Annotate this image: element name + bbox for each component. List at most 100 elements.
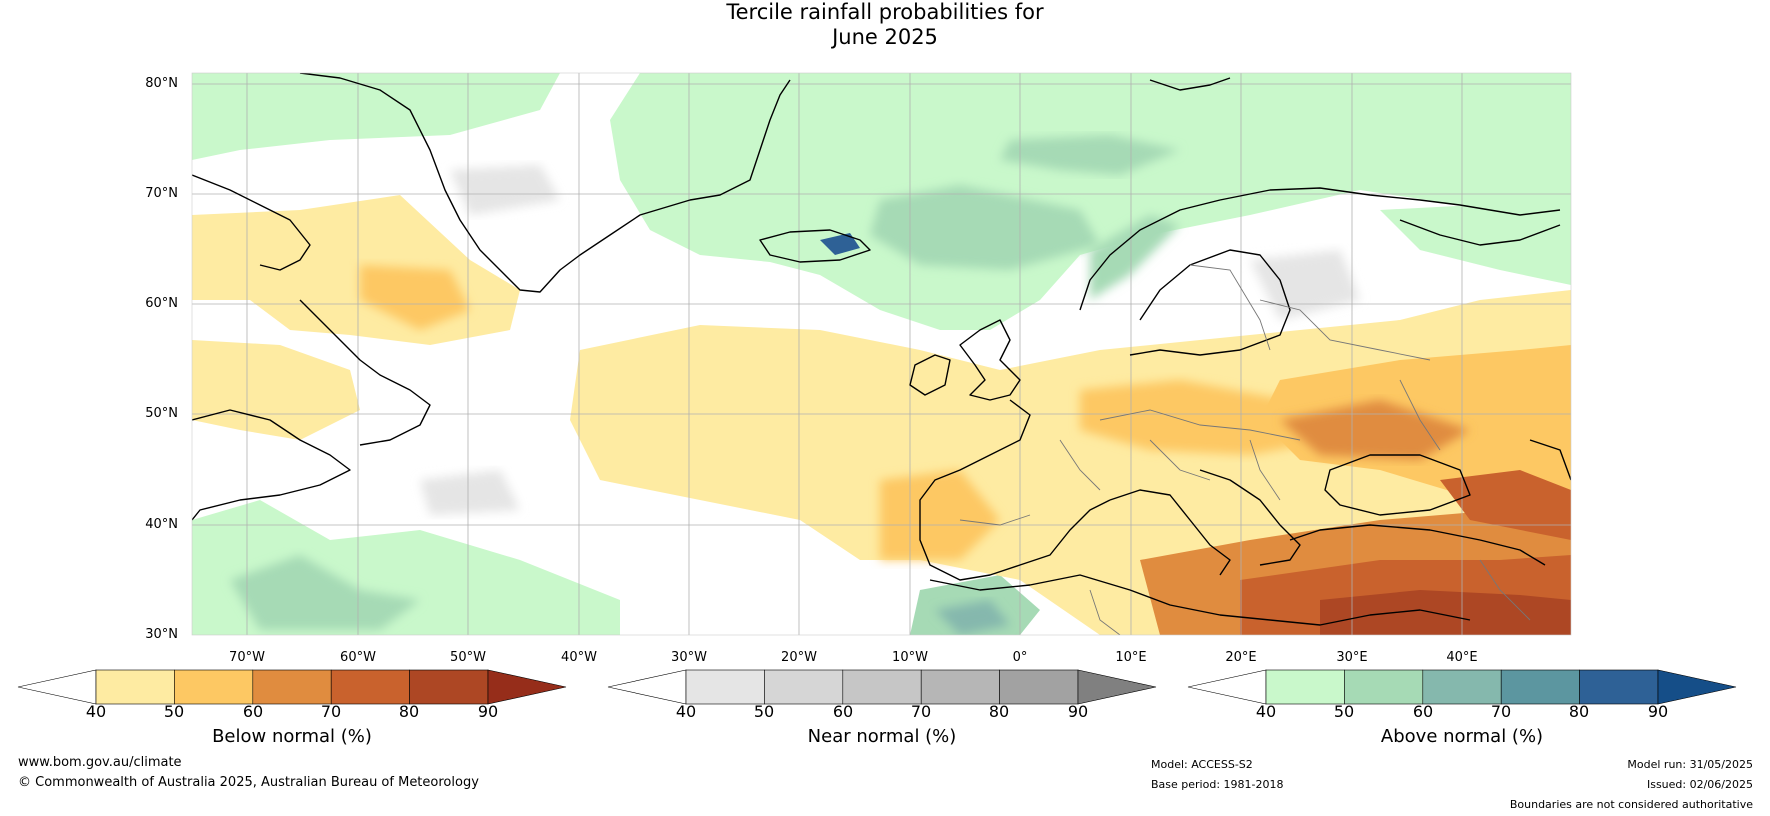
below-normal-title: Below normal (%) — [212, 726, 372, 747]
above-colorbar-segment-5 — [1579, 669, 1659, 705]
map-title: Tercile rainfall probabilities for June … — [0, 0, 1770, 50]
below-normal-east-70 — [1280, 400, 1470, 460]
north-africa-coast — [929, 574, 1471, 626]
below-tick-50: 50 — [163, 702, 185, 721]
near-tick-50: 50 — [753, 702, 775, 721]
below-normal-levant-90 — [1320, 590, 1571, 635]
country-borders — [959, 264, 1531, 635]
north-america-coast — [192, 409, 351, 521]
above-tick-40: 40 — [1255, 702, 1277, 721]
above-tick-80: 80 — [1568, 702, 1590, 721]
probability-shading — [192, 73, 1571, 635]
below-tick-80: 80 — [398, 702, 420, 721]
lon-label-30w: 30°W — [671, 650, 707, 665]
above-normal-greenland-sea-mid — [870, 185, 1100, 270]
coastlines — [192, 73, 1571, 626]
below-colorbar-segment-1 — [95, 669, 175, 705]
lat-label-50n: 50°N — [145, 406, 178, 421]
norway-coast — [1079, 187, 1561, 311]
near-tick-80: 80 — [988, 702, 1010, 721]
below-normal-labrador-mid — [360, 265, 470, 330]
lon-label-70w: 70°W — [229, 650, 265, 665]
near-tick-70: 70 — [910, 702, 932, 721]
base-period: Base period: 1981-2018 — [1151, 778, 1284, 791]
above-colorbar-segment-2 — [1344, 669, 1424, 705]
russia-north-coast — [1399, 219, 1561, 246]
lat-label-40n: 40°N — [145, 517, 178, 532]
below-colorbar-segment-2 — [174, 669, 254, 705]
below-colorbar-segment-5 — [409, 669, 489, 705]
above-normal-barents-east — [1380, 200, 1571, 285]
above-tick-60: 60 — [1412, 702, 1434, 721]
above-normal-arctic-region — [610, 73, 1571, 330]
near-normal-patch-2 — [1250, 250, 1360, 320]
title-line-1: Tercile rainfall probabilities for — [726, 0, 1044, 24]
above-colorbar-max-arrow — [1657, 669, 1737, 705]
boundaries-disclaimer: Boundaries are not considered authoritat… — [1509, 798, 1753, 811]
near-colorbar-segment-3 — [842, 669, 922, 705]
gridlines — [192, 73, 1571, 635]
near-tick-90: 90 — [1067, 702, 1089, 721]
lon-label-20e: 20°E — [1225, 650, 1257, 665]
turkey-coast — [1289, 524, 1546, 566]
issued-date: Issued: 02/06/2025 — [1646, 778, 1753, 791]
website-link[interactable]: www.bom.gov.au/climate — [18, 755, 182, 770]
below-normal-caspian — [1440, 470, 1571, 540]
near-colorbar-segment-4 — [920, 669, 1000, 705]
model-run-date: Model run: 31/05/2025 — [1627, 758, 1753, 771]
near-tick-60: 60 — [832, 702, 854, 721]
near-normal-title: Near normal (%) — [807, 726, 957, 747]
above-normal-south-west-mid — [230, 555, 420, 630]
above-normal-scandinavia-coast — [1090, 215, 1180, 300]
below-colorbar-segment-3 — [252, 669, 332, 705]
italy-coast — [1109, 489, 1231, 576]
below-normal-newfoundland — [192, 340, 360, 440]
lon-label-50w: 50°W — [450, 650, 486, 665]
lat-label-80n: 80°N — [145, 76, 178, 91]
near-colorbar-segment-1 — [685, 669, 765, 705]
black-sea-coast — [1324, 454, 1471, 516]
map-frame — [191, 72, 1572, 636]
iceland-coast — [759, 229, 871, 263]
below-tick-60: 60 — [242, 702, 264, 721]
below-colorbar-segment-4 — [330, 669, 410, 705]
lon-label-60w: 60°W — [340, 650, 376, 665]
uk-coast — [959, 319, 1021, 401]
baffin-coast — [192, 174, 311, 271]
labrador-coast — [299, 299, 431, 446]
caspian-coast — [1529, 439, 1571, 481]
ireland-coast — [909, 354, 951, 396]
near-normal-patch-5 — [420, 470, 520, 515]
map-panel — [192, 73, 1571, 635]
baltic-coast — [1129, 249, 1291, 356]
lon-label-10e: 10°E — [1115, 650, 1147, 665]
greenland-coast — [299, 73, 791, 293]
svalbard-coast — [1149, 77, 1231, 91]
near-colorbar-max-arrow — [1077, 669, 1157, 705]
france-iberia-coast — [919, 399, 1111, 581]
above-colorbar-segment-1 — [1265, 669, 1345, 705]
model-name: Model: ACCESS-S2 — [1151, 758, 1253, 771]
below-tick-40: 40 — [85, 702, 107, 721]
lon-label-0: 0° — [1012, 650, 1028, 665]
lon-label-40w: 40°W — [561, 650, 597, 665]
copyright-notice: © Commonwealth of Australia 2025, Austra… — [18, 775, 479, 790]
near-normal-patch-1 — [450, 165, 560, 215]
balkans-coast — [1199, 469, 1301, 566]
lon-label-20w: 20°W — [781, 650, 817, 665]
near-colorbar-segment-5 — [999, 669, 1079, 705]
below-colorbar-max-arrow — [487, 669, 567, 705]
above-colorbar-segment-3 — [1422, 669, 1502, 705]
below-tick-70: 70 — [320, 702, 342, 721]
above-tick-90: 90 — [1647, 702, 1669, 721]
lat-label-60n: 60°N — [145, 296, 178, 311]
above-tick-50: 50 — [1333, 702, 1355, 721]
lat-label-30n: 30°N — [145, 627, 178, 642]
colorbar-labels: 40 50 60 70 80 90 Below normal (%) 40 50… — [0, 668, 1770, 748]
title-line-2: June 2025 — [832, 25, 938, 49]
above-normal-north-africa-dark — [935, 600, 1010, 635]
below-normal-central-europe — [1080, 380, 1330, 455]
lon-label-30e: 30°E — [1336, 650, 1368, 665]
near-tick-40: 40 — [675, 702, 697, 721]
